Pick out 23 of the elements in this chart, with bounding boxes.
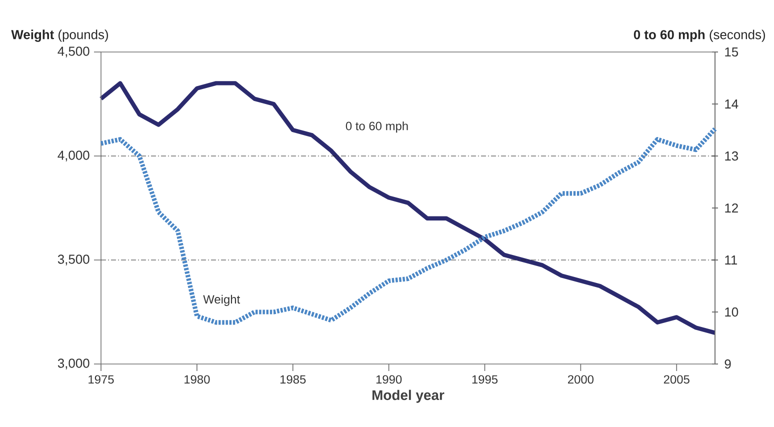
series-label: Weight (203, 294, 240, 306)
y2-tick-label: 9 (724, 359, 731, 369)
x-tick-label: 1980 (184, 375, 210, 384)
y2-tick-label: 15 (725, 47, 738, 57)
y-tick-label: 4,500 (58, 46, 90, 58)
x-tick-label: 1975 (88, 375, 114, 384)
y2-tick-label: 11 (725, 256, 738, 264)
y2-tick-label: 14 (725, 100, 738, 108)
y-axis-title: Weight (pounds) (11, 30, 108, 42)
x-tick-label: 1990 (376, 375, 402, 384)
x-axis-title: Model year (372, 390, 444, 403)
y2-tick-label: 10 (725, 307, 738, 317)
series-label: 0 to 60 mph (346, 121, 408, 133)
y-tick-label: 4,000 (58, 150, 90, 162)
x-tick-label: 1995 (472, 375, 498, 384)
y2-tick-label: 12 (725, 203, 738, 213)
x-tick-label: 2005 (664, 375, 690, 384)
y-tick-label: 3,500 (58, 254, 90, 266)
y-tick-label: 3,000 (58, 358, 90, 370)
x-tick-label: 1985 (280, 375, 306, 384)
y2-axis-title: 0 to 60 mph (seconds) (634, 30, 766, 42)
x-tick-label: 2000 (568, 375, 594, 384)
y2-tick-label: 13 (725, 151, 738, 161)
